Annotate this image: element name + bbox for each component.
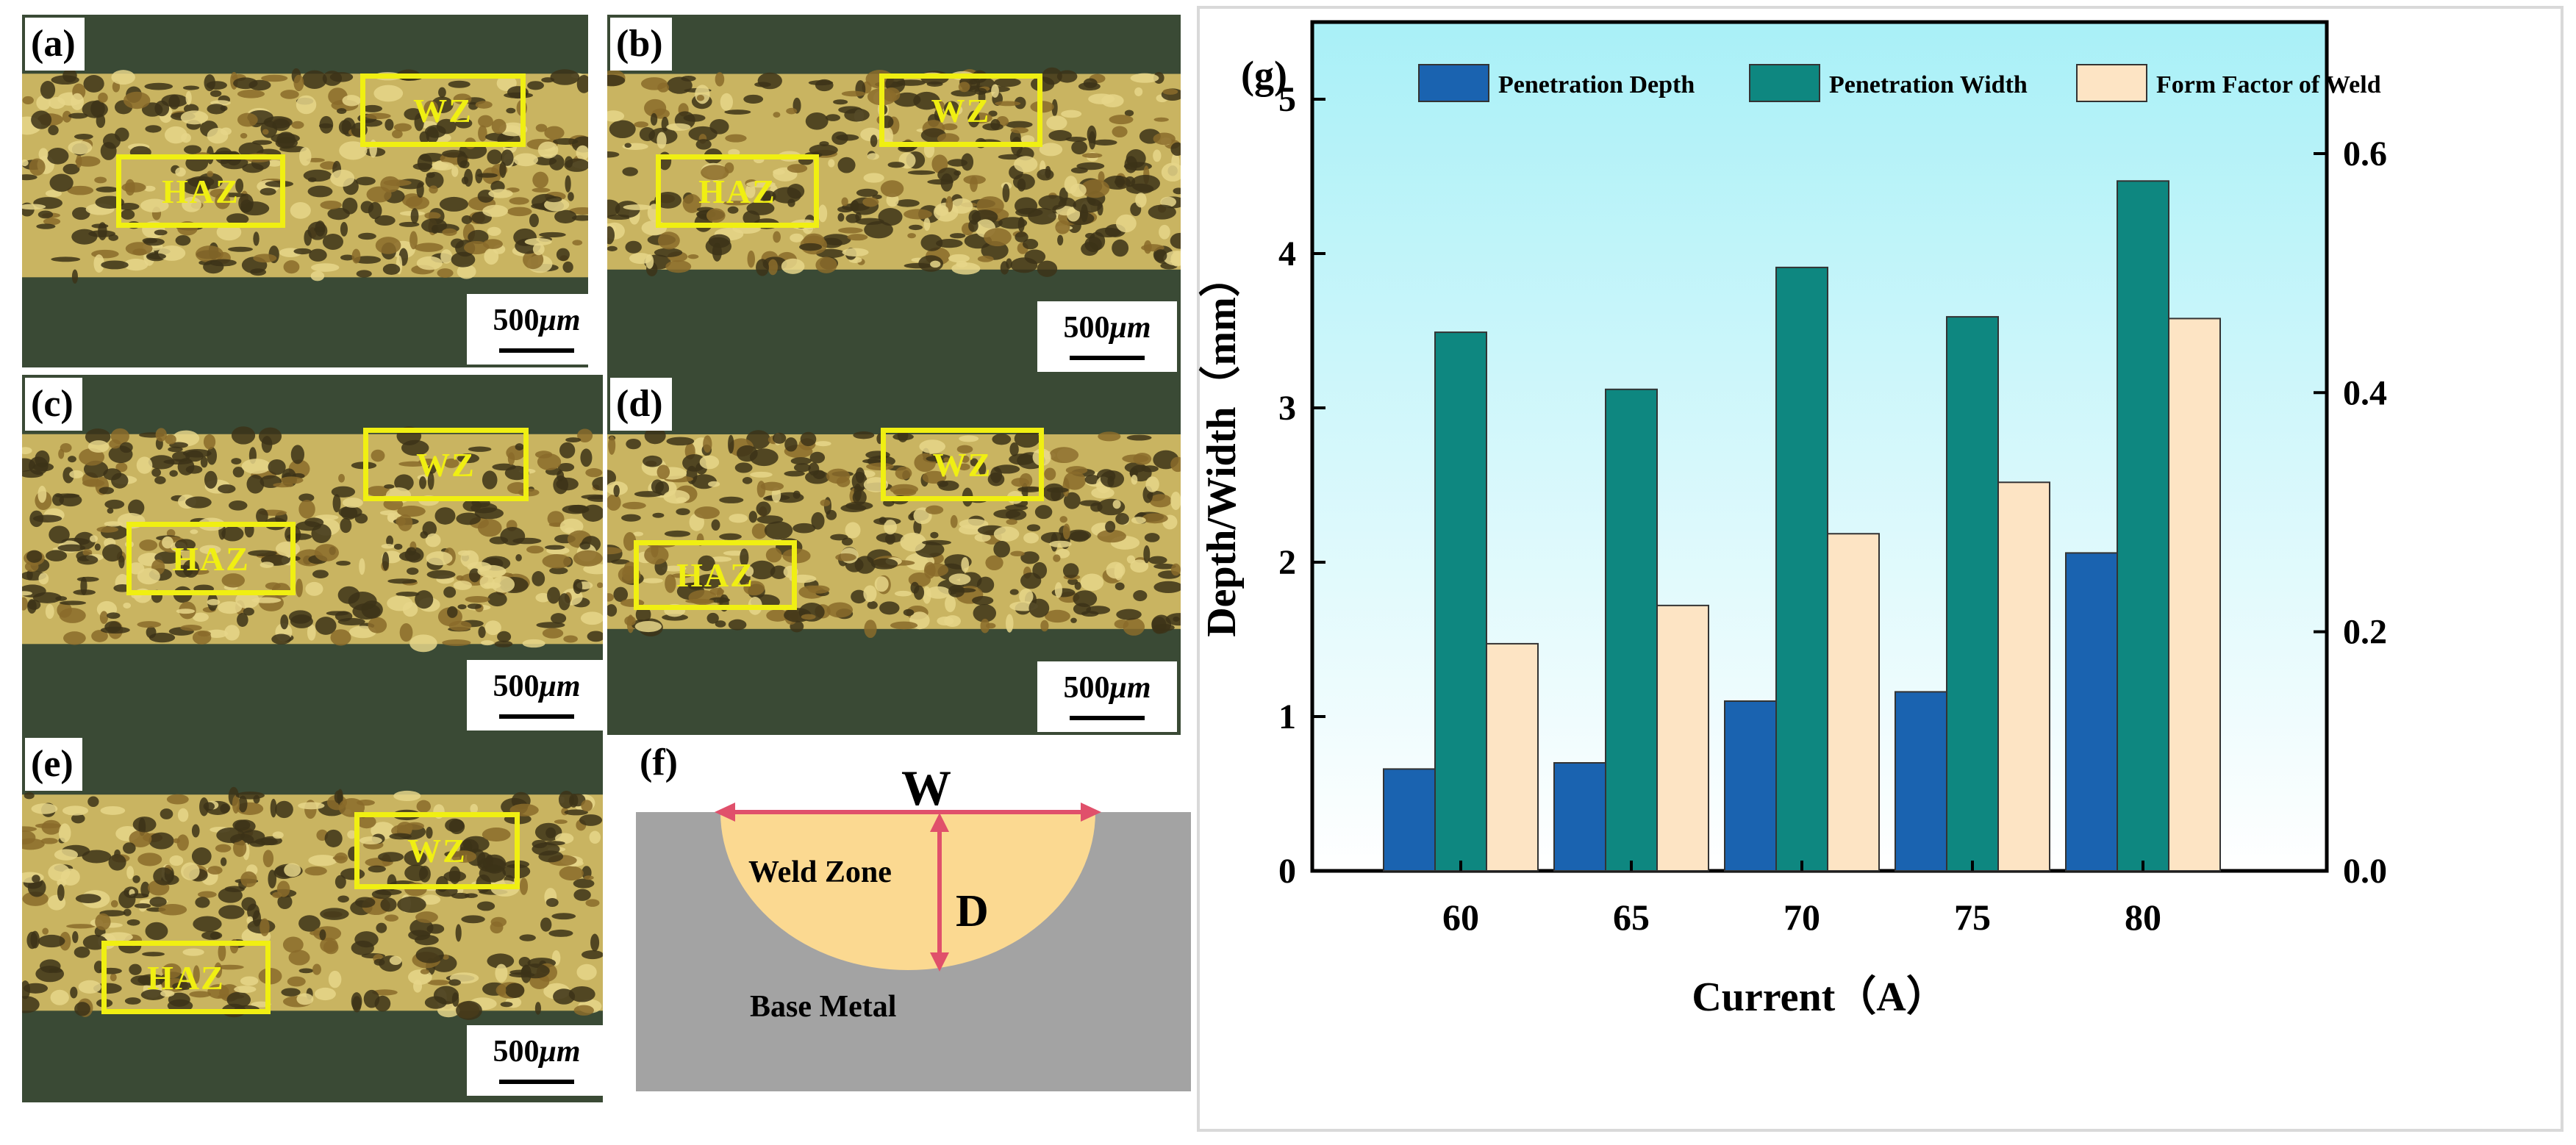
micrograph-a: (a) WZ HAZ 500μm [22,15,588,367]
bar-penetration-depth-70 [1724,700,1777,872]
weld-pool [720,812,1095,970]
bar-penetration-width-60 [1434,331,1487,872]
wz-box-c: WZ [363,428,529,501]
panel-label-g: (g) [1241,53,1287,97]
micrograph-b: (b) WZ HAZ 500μm [607,15,1181,375]
micrograph-texture [607,375,1181,735]
scale-bar-c: 500μm [467,660,603,731]
micrograph-d: (d) WZ HAZ 500μm [607,375,1181,735]
panel-label-d: (d) [610,378,672,431]
width-arrowhead-right [1081,803,1101,822]
y-tick-label-3: 3 [1278,389,1296,428]
bar-penetration-depth-65 [1553,762,1606,872]
x-axis-label: Current（A） [1692,974,1947,1020]
haz-box-b: HAZ [656,154,819,228]
depth-arrowhead-bottom [930,952,949,972]
x-tick-label-80: 80 [2125,897,2161,938]
bar-penetration-width-75 [1946,316,1999,872]
x-tick-label-60: 60 [1442,897,1479,938]
bar-penetration-width-70 [1775,266,1828,872]
legend-swatch-penetration-width [1749,64,1820,102]
panel-label-e: (e) [25,738,82,791]
weld-zone-label: Weld Zone [748,855,892,889]
y2-tick-label-0.2: 0.2 [2343,613,2387,652]
panel-label-b: (b) [610,18,672,71]
wz-box-b: WZ [879,73,1042,147]
micrograph-e: (e) WZ HAZ 500μm [22,735,603,1102]
micrograph-texture [22,735,603,1102]
bar-penetration-depth-80 [2065,552,2118,872]
y2-tick-label-0.4: 0.4 [2343,373,2387,412]
y2-tick-label-0.0: 0.0 [2343,852,2387,891]
wz-box-d: WZ [881,428,1044,501]
chart-panel: 60 65 70 75 80 0 1 2 3 4 5 0.0 0.2 0.4 0.6 Penetration… [1191,0,2576,1145]
legend-swatch-penetration-depth [1418,64,1489,102]
plot-frame-outer [1197,6,2564,1132]
x-tick-label-75: 75 [1954,897,1991,938]
bar-penetration-width-80 [2117,180,2169,872]
bar-form-factor-of-weld-65 [1656,604,1709,872]
haz-box-a: HAZ [116,154,285,228]
bar-penetration-depth-60 [1383,768,1436,872]
legend-label-penetration-depth: Penetration Depth [1498,71,1695,98]
wz-box-a: WZ [360,73,526,147]
wz-box-e: WZ [354,812,520,889]
legend-label-penetration-width: Penetration Width [1829,71,2028,98]
y-tick-label-0: 0 [1278,852,1296,891]
bar-form-factor-of-weld-60 [1486,642,1539,872]
width-symbol: W [901,760,951,816]
y-tick-label-5: 5 [1278,80,1296,119]
y-tick-label-1: 1 [1278,697,1296,736]
legend-label-form-factor-of-weld: Form Factor of Weld [2156,71,2381,98]
weld-geometry-svg: W D Weld Zone Base Metal [636,760,1195,1091]
base-metal-label: Base Metal [750,990,896,1024]
weld-geometry-diagram: W D Weld Zone Base Metal (f) [632,735,1195,1117]
y-tick-label-4: 4 [1278,234,1296,273]
bar-penetration-width-65 [1605,388,1658,872]
bar-form-factor-of-weld-80 [2168,317,2221,872]
haz-box-d: HAZ [634,540,797,610]
scale-bar-a: 500μm [467,294,588,365]
bar-form-factor-of-weld-70 [1827,533,1880,872]
bar-penetration-depth-75 [1895,691,1947,872]
y-tick-label-2: 2 [1278,543,1296,582]
legend: Penetration Depth Penetration Width Form F… [1418,64,2381,102]
x-tick-label-65: 65 [1613,897,1650,938]
scale-bar-e: 500μm [467,1025,603,1096]
bar-chart: 60 65 70 75 80 0 1 2 3 4 5 0.0 0.2 0.4 0.6 Penetration… [1197,6,2564,1132]
x-tick-label-70: 70 [1783,897,1820,938]
panel-label-f: (f) [634,736,687,789]
depth-symbol: D [956,886,989,936]
bar-form-factor-of-weld-75 [1997,481,2050,872]
scale-bar-b: 500μm [1037,301,1177,372]
y2-tick-label-0.6: 0.6 [2343,134,2387,173]
legend-swatch-form-factor-of-weld [2076,64,2147,102]
panel-label-a: (a) [25,18,85,71]
width-arrowhead-left [715,803,735,822]
haz-box-c: HAZ [126,522,296,595]
panel-label-c: (c) [25,378,82,431]
haz-box-e: HAZ [101,941,271,1014]
micrograph-c: (c) WZ HAZ 500μm [22,375,603,735]
scale-bar-d: 500μm [1037,661,1177,732]
depth-arrowhead-top [930,813,949,832]
y-axis-label: Depth/Width（mm） [1198,256,1245,637]
